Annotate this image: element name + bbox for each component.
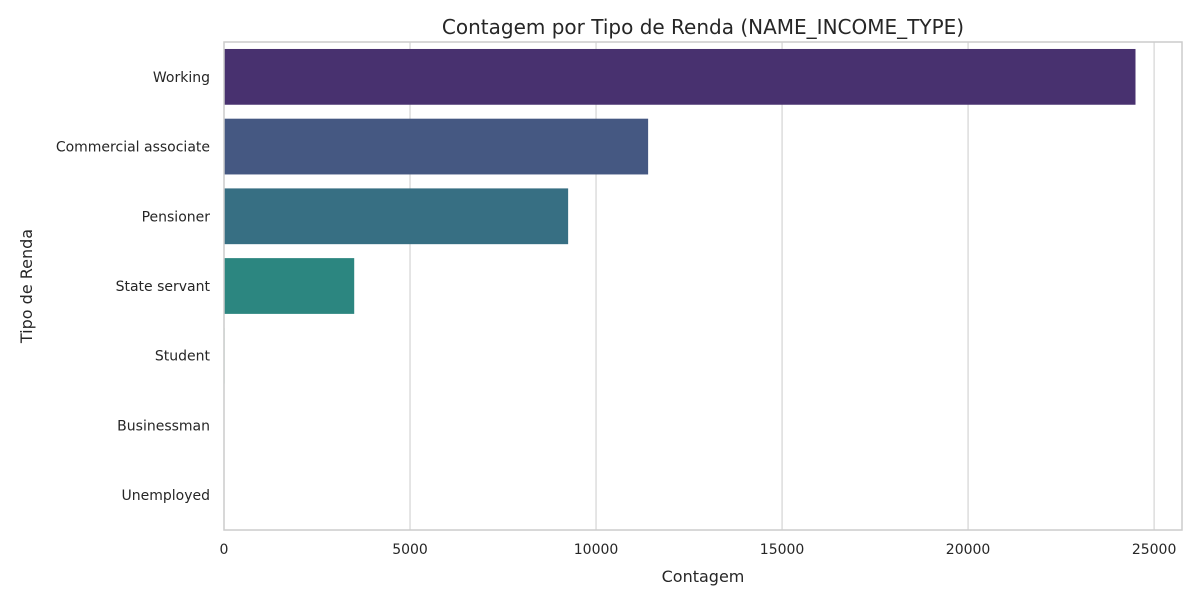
y-tick-label: Unemployed (122, 488, 211, 504)
bar-commercial-associate (224, 118, 649, 175)
y-axis-label: Tipo de Renda (17, 229, 36, 344)
y-tick-label: Businessman (117, 418, 210, 434)
y-tick-label: Working (153, 70, 210, 86)
y-tick-label: Commercial associate (56, 140, 210, 156)
bar-working (224, 48, 1136, 105)
x-tick-label: 5000 (392, 542, 428, 558)
x-tick-label: 15000 (760, 542, 805, 558)
bar-layer (224, 48, 1136, 524)
y-tick-label: State servant (116, 279, 211, 295)
y-tick-label: Pensioner (142, 209, 211, 225)
y-tick-labels: Working Commercial associate Pensioner Stat… (56, 70, 211, 504)
plot-frame (223, 41, 1183, 531)
x-axis-label: Contagem (662, 567, 745, 586)
x-tick-label: 25000 (1132, 542, 1177, 558)
y-tick-label: Student (155, 349, 211, 365)
chart-title: Contagem por Tipo de Renda (NAME_INCOME_… (442, 15, 964, 39)
x-tick-label: 10000 (574, 542, 619, 558)
x-tick-label: 0 (220, 542, 229, 558)
bar-pensioner (224, 188, 569, 245)
x-tick-label: 20000 (946, 542, 991, 558)
grid-layer (409, 42, 1155, 530)
x-tick-labels: 0 5000 10000 15000 20000 25000 (220, 542, 1177, 558)
bar-state-servant (224, 258, 355, 314)
